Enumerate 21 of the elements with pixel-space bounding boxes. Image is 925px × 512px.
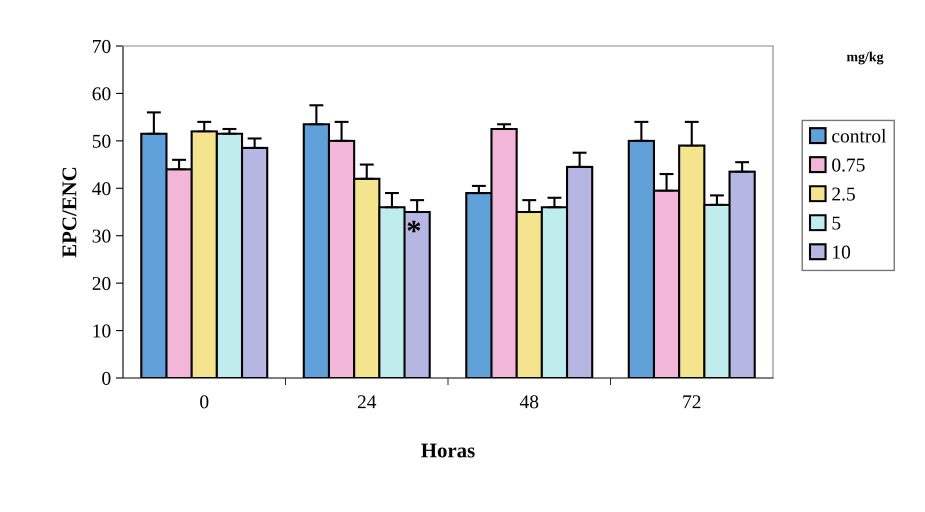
y-tick-label: 30 [92,230,110,243]
y-tick-label: 60 [92,87,110,100]
y-tick-label: 70 [93,40,110,53]
x-tick-label: 24 [358,395,376,408]
x-tick-label: 72 [683,395,700,408]
legend-label: 10 [833,246,850,259]
legend-title: mg/kg [846,52,884,64]
y-tick-label: 10 [93,324,110,338]
y-tick-label: 50 [92,134,110,148]
legend-label: control [832,128,886,143]
y-tick-label: 0 [102,372,110,385]
y-tick-label: 40 [92,182,110,196]
legend-label: 2.5 [832,188,855,201]
annotation: * [408,220,420,232]
x-tick-label: 0 [200,395,208,408]
y-axis-title: EPC/ENC [62,168,76,258]
y-tick-label: 20 [92,276,110,290]
x-tick-label: 48 [520,395,538,408]
legend-label: 5 [832,216,840,230]
legend-label: 0.75 [832,158,865,172]
x-axis-title: Horas [421,444,475,458]
